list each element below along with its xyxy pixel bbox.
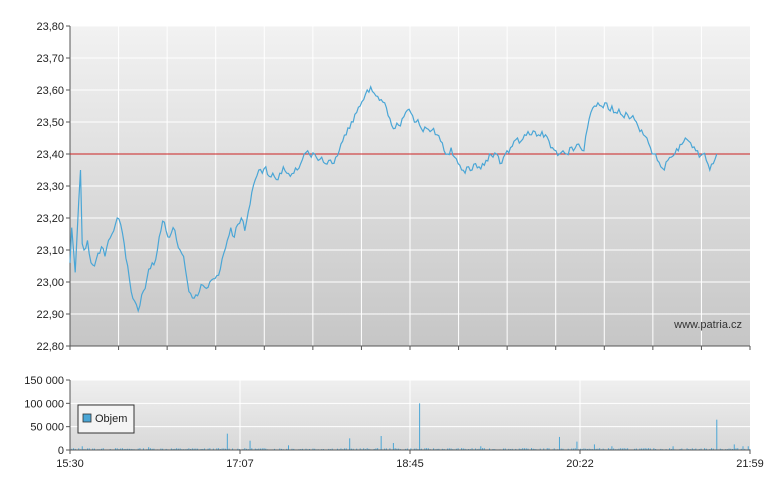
- price-y-tick-label: 22,80: [36, 341, 64, 353]
- price-y-tick-label: 23,00: [36, 277, 64, 289]
- price-y-tick-label: 22,90: [36, 309, 64, 321]
- volume-y-tick-label: 50 000: [30, 422, 64, 434]
- volume-x-tick-label: 15:30: [56, 458, 84, 470]
- volume-x-tick-label: 17:07: [226, 458, 254, 470]
- price-y-tick-label: 23,30: [36, 181, 64, 193]
- volume-legend-label: Objem: [95, 413, 127, 425]
- price-y-tick-label: 23,60: [36, 85, 64, 97]
- watermark-text: www.patria.cz: [673, 319, 742, 331]
- volume-y-tick-label: 0: [58, 445, 64, 457]
- price-series-line: [69, 84, 718, 313]
- price-y-tick-label: 23,10: [36, 245, 64, 257]
- volume-y-tick-label: 100 000: [24, 398, 64, 410]
- volume-legend-swatch: [82, 413, 92, 423]
- price-y-tick-label: 23,50: [36, 117, 64, 129]
- volume-y-tick-label: 150 000: [24, 375, 64, 387]
- price-y-tick-label: 23,70: [36, 53, 64, 65]
- price-y-tick-label: 23,40: [36, 149, 64, 161]
- price-y-tick-label: 23,80: [36, 21, 64, 33]
- volume-x-tick-label: 20:22: [566, 458, 594, 470]
- volume-x-tick-label: 21:59: [736, 458, 764, 470]
- price-y-tick-label: 23,20: [36, 213, 64, 225]
- volume-x-tick-label: 18:45: [396, 458, 424, 470]
